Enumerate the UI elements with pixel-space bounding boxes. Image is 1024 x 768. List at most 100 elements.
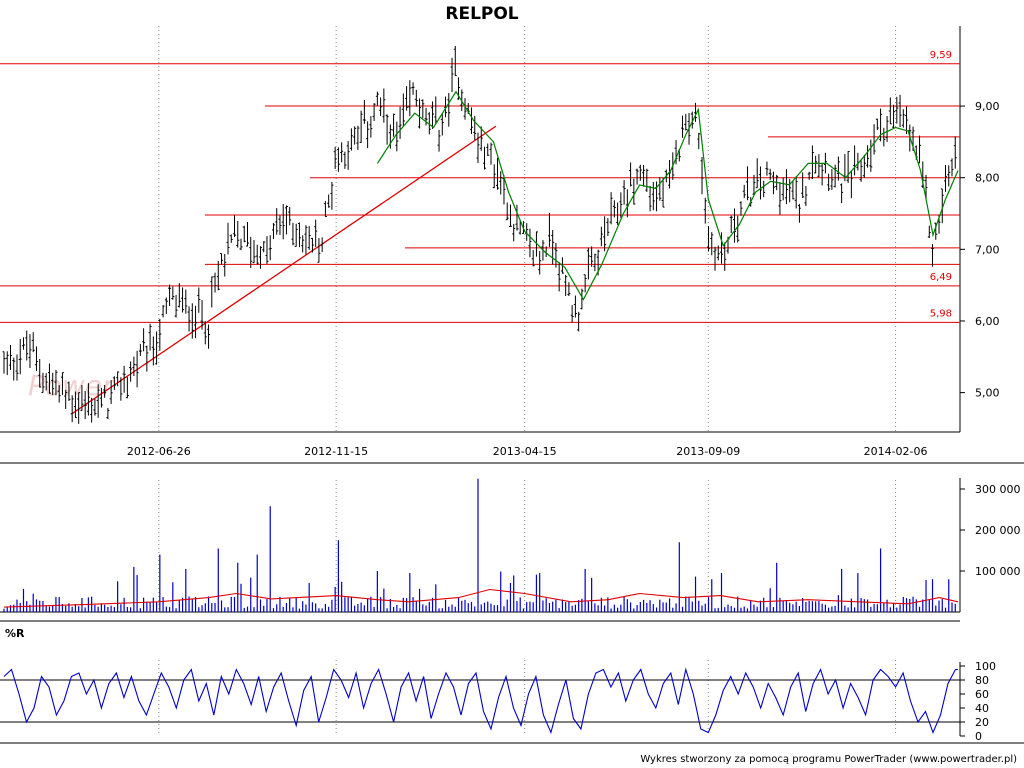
- ohlc-bar: [814, 155, 818, 174]
- price-ohlc-bars: [2, 45, 957, 424]
- ohlc-bar: [310, 237, 314, 253]
- ohlc-bar: [719, 232, 723, 264]
- ohlc-bar: [866, 145, 870, 168]
- ohlc-bar: [323, 201, 327, 217]
- ohlc-bar: [239, 238, 243, 251]
- ohlc-bar: [515, 204, 519, 231]
- ohlc-bar: [619, 192, 623, 218]
- ohlc-bar: [771, 171, 775, 195]
- ohlc-bar: [801, 172, 805, 198]
- ohlc-bar: [5, 351, 9, 376]
- ohlc-bar: [729, 215, 733, 234]
- ohlc-bar: [317, 237, 321, 263]
- ohlc-bar: [207, 324, 211, 349]
- ohlc-bar: [895, 96, 899, 124]
- price-tick-label: 8,00: [975, 172, 1000, 185]
- ohlc-bar: [265, 236, 269, 264]
- ohlc-bar: [492, 164, 496, 189]
- ohlc-bar: [840, 183, 844, 204]
- ohlc-bar: [304, 225, 308, 255]
- ohlc-bar: [583, 274, 587, 293]
- ohlc-bar: [892, 104, 896, 128]
- ohlc-bar: [226, 222, 230, 255]
- ohlc-bar: [742, 184, 746, 199]
- ohlc-bar: [431, 101, 435, 129]
- ohlc-bar: [450, 57, 454, 93]
- axis-ticks: 2012-06-26 2012-11-15 2013-04-15 2013-09-09…: [127, 100, 1021, 743]
- ohlc-bar: [245, 222, 249, 247]
- ohlc-bar: [103, 384, 107, 398]
- ohlc-bar: [781, 177, 785, 201]
- ohlc-bar: [336, 147, 340, 172]
- ohlc-bar: [905, 106, 909, 134]
- ohlc-bar: [8, 344, 12, 370]
- ohlc-bar: [694, 102, 698, 122]
- ohlc-bar: [440, 113, 444, 136]
- ohlc-bar: [41, 372, 45, 393]
- ohlc-bar: [366, 121, 370, 149]
- ohlc-bar: [54, 369, 58, 396]
- ohlc-bar: [642, 164, 646, 187]
- ohlc-bar: [421, 99, 425, 119]
- ohlc-bar: [554, 242, 558, 268]
- ohlc-bar: [233, 215, 237, 238]
- ohlc-bar: [577, 311, 581, 332]
- ohlc-bar: [453, 45, 457, 77]
- ohlc-bar: [93, 398, 97, 416]
- footer-credit: Wykres stworzony za pomocą programu Powe…: [640, 754, 1017, 765]
- ohlc-bar: [885, 115, 889, 142]
- ohlc-bar: [349, 128, 353, 151]
- ohlc-bar: [616, 202, 620, 225]
- ohlc-bar: [281, 204, 285, 240]
- indicator-label: %R: [5, 627, 25, 640]
- ohlc-bar: [255, 244, 259, 265]
- ohlc-bar: [307, 226, 311, 250]
- ohlc-bar: [70, 395, 74, 423]
- ohlc-bar: [135, 350, 139, 388]
- price-tick-label: 7,00: [975, 243, 1000, 256]
- ohlc-bar: [288, 206, 292, 226]
- ohlc-bar: [879, 108, 883, 142]
- ohlc-bar: [411, 82, 415, 95]
- ohlc-bar: [732, 208, 736, 243]
- ohlc-bar: [573, 295, 577, 318]
- ohlc-bar: [804, 185, 808, 207]
- ohlc-bar: [723, 242, 727, 271]
- ohlc-bar: [859, 159, 863, 182]
- ohlc-bar: [356, 125, 360, 150]
- ohlc-bar: [755, 158, 759, 189]
- x-tick-label: 2012-11-15: [304, 445, 368, 458]
- ohlc-bar: [434, 96, 438, 124]
- ohlc-bar: [77, 392, 81, 424]
- ohlc-bar: [369, 116, 373, 138]
- ohlc-bar: [944, 165, 948, 192]
- ohlc-bar: [697, 132, 701, 150]
- ohlc-bar: [249, 236, 253, 268]
- ohlc-bar: [151, 336, 155, 366]
- ohlc-bar: [184, 289, 188, 314]
- trend-line-segment: [71, 125, 497, 415]
- ohlc-bar: [703, 197, 707, 224]
- price-moving-average: [376, 90, 959, 301]
- ohlc-bar: [463, 98, 467, 120]
- price-tick-label: 5,00: [975, 387, 1000, 400]
- ohlc-bar: [252, 240, 256, 264]
- ohlc-bar: [177, 283, 181, 308]
- ohlc-bar: [18, 338, 22, 375]
- ohlc-bar: [330, 181, 334, 210]
- ohlc-bar: [395, 121, 399, 152]
- ohlc-bar: [171, 286, 175, 300]
- ohlc-bar: [44, 373, 48, 391]
- ohlc-bar: [648, 185, 652, 212]
- ohlc-bar: [382, 88, 386, 123]
- r-tick-label: 60: [975, 688, 989, 701]
- ohlc-bar: [343, 151, 347, 169]
- ohlc-bar: [638, 164, 642, 181]
- ohlc-bar: [658, 177, 662, 201]
- r-tick-label: 20: [975, 716, 989, 729]
- ohlc-bar: [668, 159, 672, 189]
- ohlc-bar: [869, 139, 873, 172]
- ohlc-bar: [297, 222, 301, 248]
